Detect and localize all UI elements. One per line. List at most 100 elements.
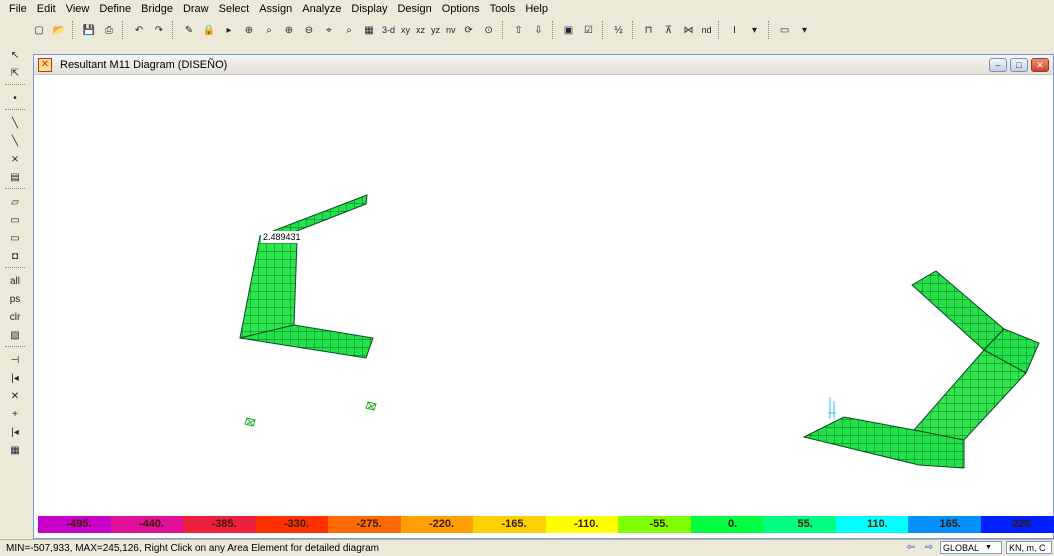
dropdown-arrow-icon[interactable]: ▾ xyxy=(752,24,758,36)
section-cut-icon[interactable]: I xyxy=(733,24,736,36)
display-table-icon[interactable]: ▭ xyxy=(779,24,790,36)
perspective-icon[interactable]: ⊙ xyxy=(484,24,493,36)
view-nd-button[interactable]: nd xyxy=(701,25,712,35)
maximize-button[interactable]: □ xyxy=(1010,58,1028,72)
quick-draw-area-icon[interactable]: ▭ xyxy=(10,233,20,244)
menu-file[interactable]: File xyxy=(9,3,27,15)
toolbar-separator xyxy=(717,21,722,39)
rotate-icon[interactable]: ⟳ xyxy=(464,24,473,36)
rubber-band-zoom-icon[interactable]: ⊕ xyxy=(244,24,254,36)
menu-edit[interactable]: Edit xyxy=(36,3,56,15)
menu-view[interactable]: View xyxy=(65,3,90,15)
zoom-in-icon[interactable]: ⊕ xyxy=(284,24,294,36)
window-icon[interactable]: ✕ xyxy=(38,57,52,72)
draw-poly-area-icon[interactable]: ▱ xyxy=(11,197,19,208)
checkbox-options-icon[interactable]: ☑ xyxy=(584,24,594,36)
draw-braces-icon[interactable]: ⨯ xyxy=(10,154,20,165)
left-toolbar: ↖ ⇱ • ╲ ╲ ⨯ ▤ ▱ ▭ ▭ ◘ all ps clr ▧ ⊣ |◂ … xyxy=(0,44,30,464)
menu-bridge[interactable]: Bridge xyxy=(141,3,173,15)
snap-intersection-icon[interactable]: ✕ xyxy=(10,391,20,402)
select-all-button[interactable]: all xyxy=(9,276,20,287)
minimize-button[interactable]: – xyxy=(989,58,1007,72)
snap-lines-icon[interactable]: |◂ xyxy=(11,427,19,438)
previous-selection-button[interactable]: ps xyxy=(9,294,21,305)
color-scale-label: -275. xyxy=(356,518,382,530)
snap-ends-icon[interactable]: |◂ xyxy=(11,373,19,384)
redo-icon[interactable]: ↷ xyxy=(154,24,164,36)
color-scale-segment xyxy=(473,516,547,533)
menu-bar: File Edit View Define Bridge Draw Select… xyxy=(0,0,1054,18)
draw-point-icon[interactable]: • xyxy=(13,93,17,104)
view-3d-button[interactable]: 3-d xyxy=(382,25,396,35)
move-down-icon[interactable]: ⇩ xyxy=(534,24,543,36)
menu-assign[interactable]: Assign xyxy=(259,3,293,15)
frame-hinge-icon[interactable]: ⊼ xyxy=(664,24,673,36)
grid-view-icon[interactable]: ▦ xyxy=(364,24,374,36)
view-xy-button[interactable]: xy xyxy=(401,25,411,35)
status-text: MIN=-507,933, MAX=245,126, Right Click o… xyxy=(6,542,379,554)
toolbar-separator xyxy=(5,267,25,271)
pointer-icon[interactable]: ↖ xyxy=(10,50,20,61)
menu-options[interactable]: Options xyxy=(441,3,480,15)
color-scale-segment xyxy=(400,516,474,533)
menu-design[interactable]: Design xyxy=(397,3,432,15)
menu-draw[interactable]: Draw xyxy=(182,3,209,15)
arrow-left-icon[interactable]: ⇦ xyxy=(906,542,916,553)
menu-select[interactable]: Select xyxy=(218,3,250,15)
menu-tools[interactable]: Tools xyxy=(489,3,516,15)
print-icon[interactable]: ⎙ xyxy=(105,24,113,36)
coordinate-system-select[interactable]: GLOBAL ▼ xyxy=(940,541,1002,554)
intersecting-line-icon[interactable]: ▧ xyxy=(10,330,20,341)
pan-icon[interactable]: ⌖ xyxy=(326,24,332,36)
view-xz-button[interactable]: xz xyxy=(416,25,426,35)
open-folder-icon[interactable]: 📂 xyxy=(52,24,66,36)
move-up-icon[interactable]: ⇧ xyxy=(514,24,523,36)
menu-analyze[interactable]: Analyze xyxy=(302,3,342,15)
reshape-icon[interactable]: ⇱ xyxy=(10,68,20,79)
toolbar-separator xyxy=(5,188,25,192)
snap-points-icon[interactable]: ⊣ xyxy=(10,355,20,366)
deformed-shape-icon[interactable]: ⋈ xyxy=(683,24,694,36)
undo-icon[interactable]: ↶ xyxy=(134,24,144,36)
model-canvas[interactable]: 2.489431 xyxy=(34,75,1053,518)
view-nv-button[interactable]: nv xyxy=(446,25,456,35)
set-display-options-icon[interactable]: ▣ xyxy=(563,24,574,36)
color-scale-segment xyxy=(690,516,764,533)
zoom-out-icon[interactable]: ⊖ xyxy=(304,24,314,36)
color-scale-segment xyxy=(763,516,837,533)
support-symbols xyxy=(244,401,377,427)
draw-solid-icon[interactable]: ◘ xyxy=(11,251,19,262)
clear-selection-button[interactable]: clr xyxy=(9,312,21,323)
color-scale-bar: -495. -440. -385. -330. -275. -220. -165. -110.… xyxy=(38,516,1054,533)
arrow-right-icon[interactable]: ⇨ xyxy=(924,542,934,553)
units-select[interactable]: KN, m, C xyxy=(1006,541,1052,554)
zoom-icon[interactable]: ⌕ xyxy=(266,24,272,36)
diagram-window-titlebar: ✕ Resultant M11 Diagram (DISEÑO) – □ ✕ xyxy=(34,55,1053,75)
new-model-icon[interactable]: ▢ xyxy=(34,24,44,36)
menu-help[interactable]: Help xyxy=(525,3,548,15)
snap-perpendicular-icon[interactable]: + xyxy=(12,409,18,420)
draw-rect-area-icon[interactable]: ▭ xyxy=(10,215,20,226)
toolbar-separator xyxy=(172,21,176,39)
quick-draw-frame-icon[interactable]: ╲ xyxy=(11,136,19,147)
close-button[interactable]: ✕ xyxy=(1031,58,1049,72)
right-structure-diagram[interactable] xyxy=(802,270,1040,469)
menu-define[interactable]: Define xyxy=(99,3,132,15)
left-structure-diagram[interactable]: 2.489431 xyxy=(239,194,374,359)
pencil-icon[interactable]: ✎ xyxy=(184,24,194,36)
lock-icon[interactable]: 🔒 xyxy=(202,24,216,36)
dropdown-arrow-icon[interactable]: ▾ xyxy=(802,24,808,36)
run-analysis-icon[interactable]: ▸ xyxy=(226,24,232,36)
view-yz-button[interactable]: yz xyxy=(431,25,441,35)
snap-fine-grid-icon[interactable]: ▦ xyxy=(10,445,20,456)
draw-section-icon[interactable]: ▤ xyxy=(10,172,20,183)
zoom-extents-icon[interactable]: ⌕ xyxy=(346,24,352,36)
save-icon[interactable]: 💾 xyxy=(82,24,96,36)
menu-display[interactable]: Display xyxy=(351,3,388,15)
color-scale-segment xyxy=(110,516,184,533)
fraction-icon[interactable]: ½ xyxy=(614,24,623,36)
status-controls: ⇦ ⇨ GLOBAL ▼ KN, m, C xyxy=(904,541,1052,554)
draw-frame-icon[interactable]: ╲ xyxy=(11,118,19,129)
frame-icon[interactable]: ⊓ xyxy=(644,24,653,36)
